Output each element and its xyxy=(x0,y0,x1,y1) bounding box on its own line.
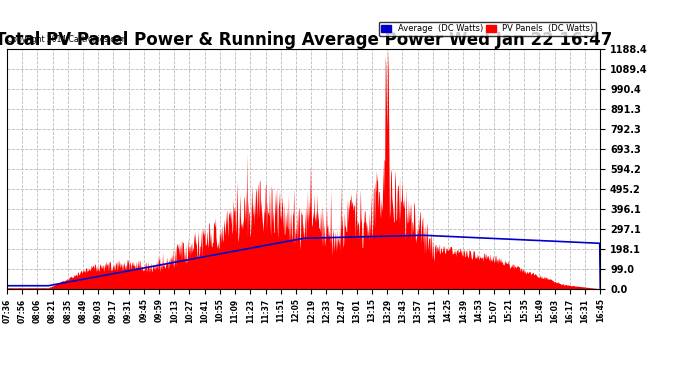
Legend: Average  (DC Watts), PV Panels  (DC Watts): Average (DC Watts), PV Panels (DC Watts) xyxy=(379,22,596,36)
Title: Total PV Panel Power & Running Average Power Wed Jan 22 16:47: Total PV Panel Power & Running Average P… xyxy=(0,31,612,49)
Text: Copyright 2014 Cartronics.com: Copyright 2014 Cartronics.com xyxy=(7,35,126,44)
